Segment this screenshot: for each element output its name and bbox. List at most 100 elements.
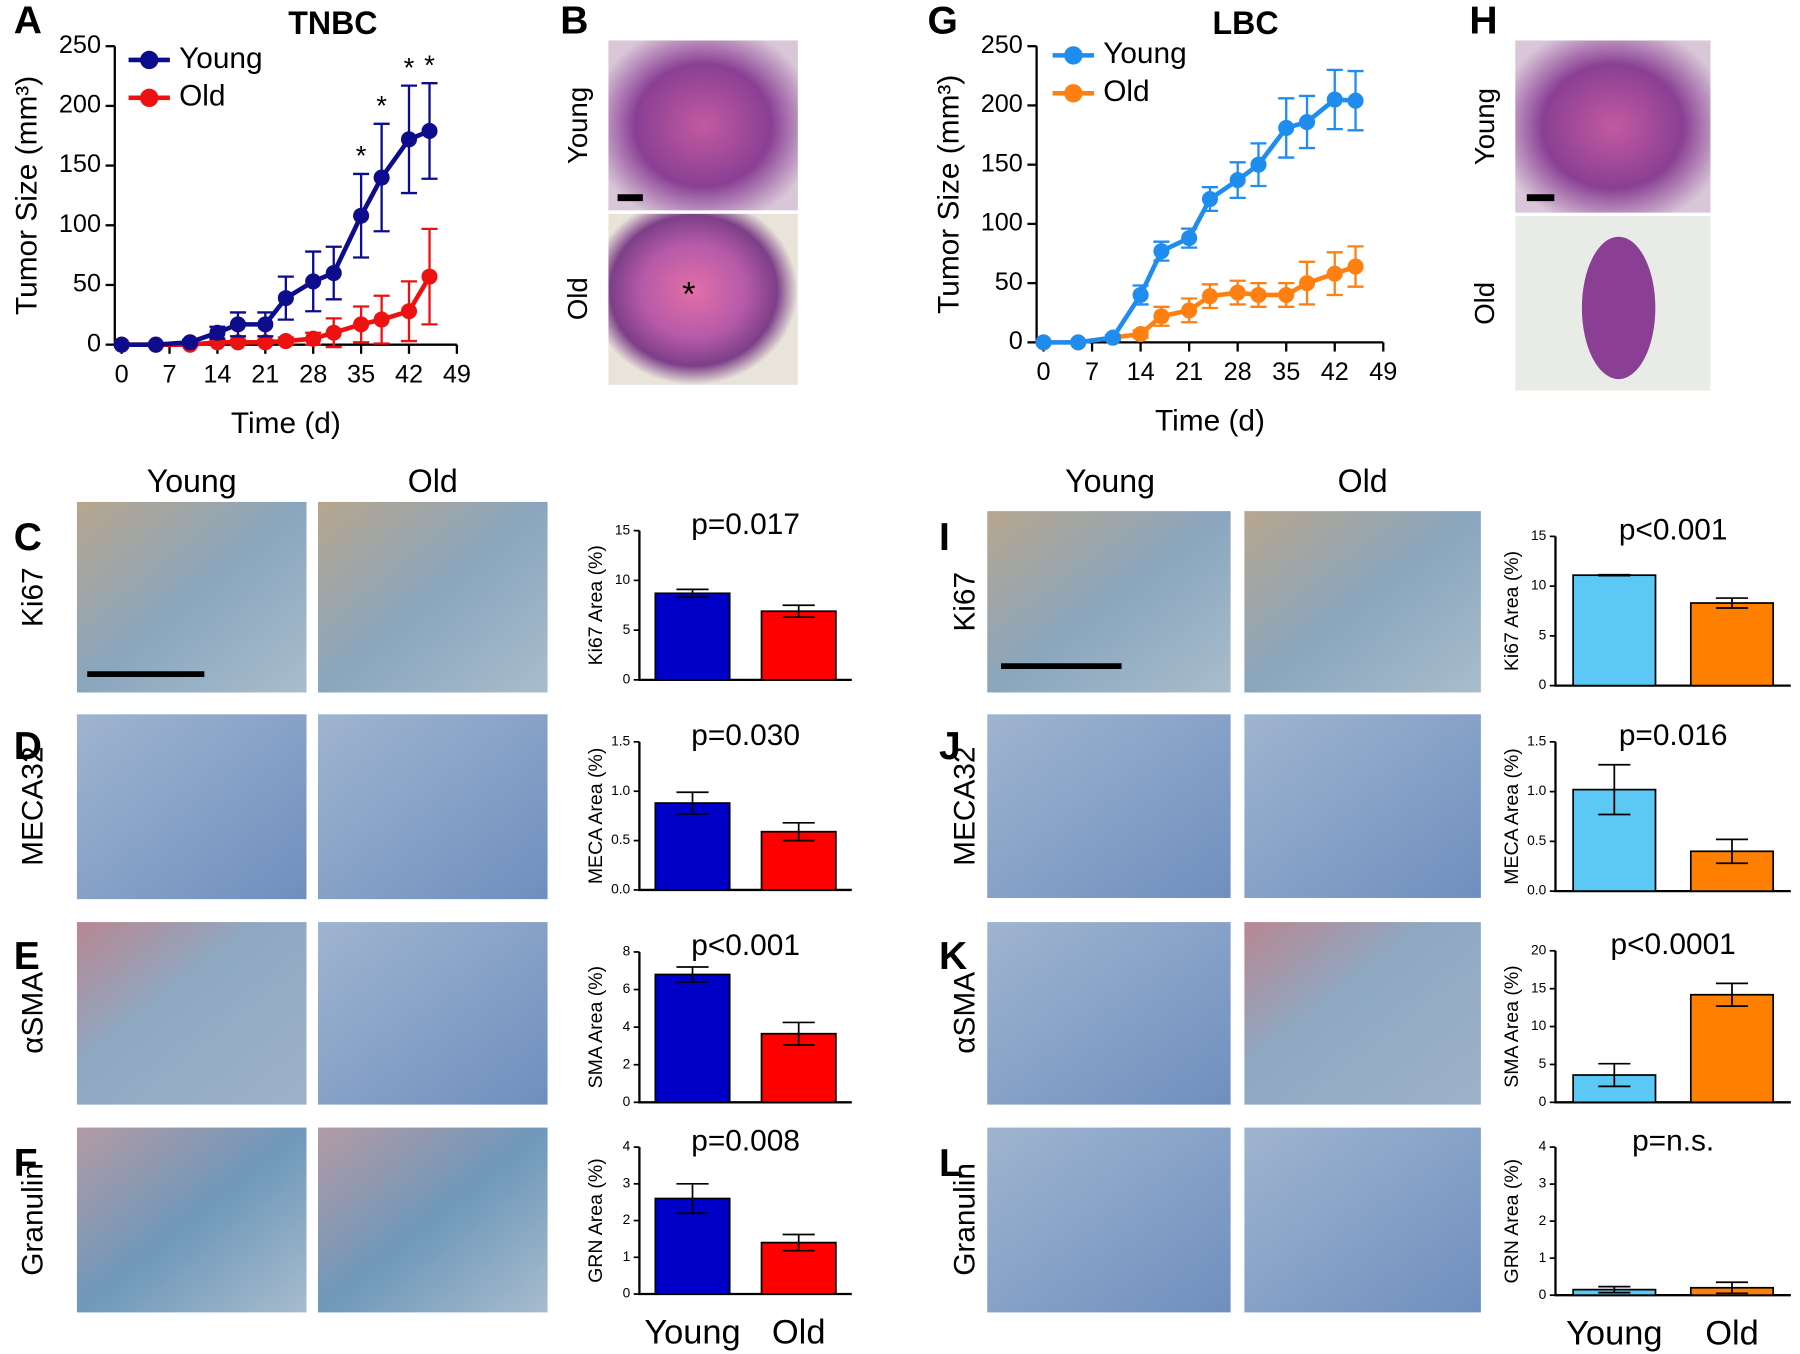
legend-marker xyxy=(140,50,159,70)
image-label: Young xyxy=(1469,88,1500,165)
ihc-image xyxy=(76,714,307,900)
annotation: * xyxy=(404,52,415,83)
x-tick-label: Young xyxy=(1566,1314,1662,1352)
point xyxy=(1035,334,1052,351)
error-bar xyxy=(1715,1281,1749,1295)
y-tick-label: 0.0 xyxy=(611,882,630,897)
y-tick-label: 2 xyxy=(623,1056,631,1071)
error-bar xyxy=(1715,982,1749,1007)
y-tick-label: 0.0 xyxy=(1527,883,1546,898)
y-tick-label: 1.5 xyxy=(611,734,630,749)
error-bar xyxy=(1598,1285,1631,1294)
point xyxy=(1070,334,1087,351)
bar xyxy=(760,610,837,681)
point xyxy=(209,324,226,341)
panel-letter: A xyxy=(14,0,42,43)
chart-title: p=n.s. xyxy=(1632,1124,1714,1157)
error-bar xyxy=(1715,597,1749,609)
ihc-image xyxy=(1244,714,1481,898)
ihc-image xyxy=(76,501,307,693)
y-axis-label: Tumor Size (mm³) xyxy=(932,75,965,314)
point xyxy=(257,334,274,351)
y-tick-label: 0 xyxy=(623,1286,631,1301)
chart-title: TNBC xyxy=(288,5,377,41)
chart-title: LBC xyxy=(1213,5,1279,41)
point xyxy=(147,336,164,353)
y-tick-label: 5 xyxy=(1539,1056,1547,1071)
x-tick-label: 21 xyxy=(251,360,279,388)
legend-label: Young xyxy=(179,42,263,75)
y-axis-label: Ki67 Area (%) xyxy=(585,545,607,665)
annotation: * xyxy=(356,140,367,171)
x-axis-label: Time (d) xyxy=(231,407,341,440)
point xyxy=(277,333,294,350)
y-tick-label: 3 xyxy=(1539,1176,1547,1191)
ihc-image xyxy=(1244,922,1481,1105)
image-label: Young xyxy=(562,87,593,164)
error-bar xyxy=(1598,573,1631,577)
point xyxy=(353,316,370,333)
y-tick-label: 2 xyxy=(1539,1213,1547,1228)
y-tick-label: 250 xyxy=(981,31,1023,59)
y-tick-label: 5 xyxy=(1539,628,1547,643)
y-tick-label: 0 xyxy=(1539,1287,1547,1302)
x-tick-label: 14 xyxy=(1127,358,1155,386)
ihc-image xyxy=(317,714,548,900)
panel-letter: H xyxy=(1469,0,1497,43)
axis xyxy=(1554,1147,1791,1297)
point xyxy=(1132,286,1149,304)
legend-marker xyxy=(1064,84,1083,103)
point xyxy=(1298,113,1316,131)
y-tick-label: 3 xyxy=(623,1175,631,1190)
y-tick-label: 100 xyxy=(59,210,101,238)
y-tick-label: 10 xyxy=(1531,578,1547,593)
ihc-image xyxy=(987,1127,1231,1313)
y-tick-label: 0 xyxy=(1009,327,1023,355)
ihc-image xyxy=(76,1127,307,1313)
chart-title: p=0.008 xyxy=(691,1124,800,1157)
error-bar xyxy=(782,604,815,619)
row-label: MECA32 xyxy=(16,746,49,865)
ihc-image xyxy=(317,1127,548,1313)
ihc-image xyxy=(317,501,548,693)
bar xyxy=(654,973,731,1104)
x-tick-label: 42 xyxy=(395,360,423,388)
y-tick-label: 20 xyxy=(1531,942,1547,957)
bar xyxy=(654,592,731,681)
row-label: Ki67 xyxy=(948,572,981,632)
error-bar xyxy=(782,821,815,842)
y-tick-label: 1 xyxy=(623,1249,631,1264)
y-tick-label: 4 xyxy=(623,1139,631,1154)
y-tick-label: 0 xyxy=(623,1094,631,1109)
x-tick-label: Young xyxy=(644,1313,740,1351)
y-tick-label: 0 xyxy=(623,672,631,687)
y-tick-label: 1.0 xyxy=(1527,783,1546,798)
panel-letter: I xyxy=(939,516,950,559)
point xyxy=(325,264,342,282)
y-tick-label: 15 xyxy=(1531,980,1547,995)
y-tick-label: 10 xyxy=(615,572,631,587)
x-tick-label: 49 xyxy=(443,360,471,388)
chart-title: p=0.030 xyxy=(691,719,800,752)
panel-letter: B xyxy=(560,0,588,43)
row-label: Granulin xyxy=(948,1163,981,1276)
ihc-image xyxy=(317,922,548,1105)
point xyxy=(421,122,438,139)
y-tick-label: 150 xyxy=(981,149,1023,177)
y-tick-label: 0 xyxy=(1539,677,1547,692)
point xyxy=(1201,190,1218,208)
error-bar xyxy=(676,588,709,599)
error-bar xyxy=(782,1233,815,1252)
bar xyxy=(1689,602,1775,687)
y-tick-label: 10 xyxy=(1531,1018,1547,1033)
x-tick-label: 7 xyxy=(163,360,177,388)
point xyxy=(373,311,390,328)
error-bar xyxy=(1715,838,1749,865)
row-label: αSMA xyxy=(948,972,981,1054)
point xyxy=(1104,329,1121,346)
annotation: * xyxy=(424,49,435,80)
column-header: Old xyxy=(408,463,458,499)
chart-title: p<0.0001 xyxy=(1611,928,1736,961)
panel-letter: F xyxy=(14,1142,38,1185)
point xyxy=(373,169,390,186)
